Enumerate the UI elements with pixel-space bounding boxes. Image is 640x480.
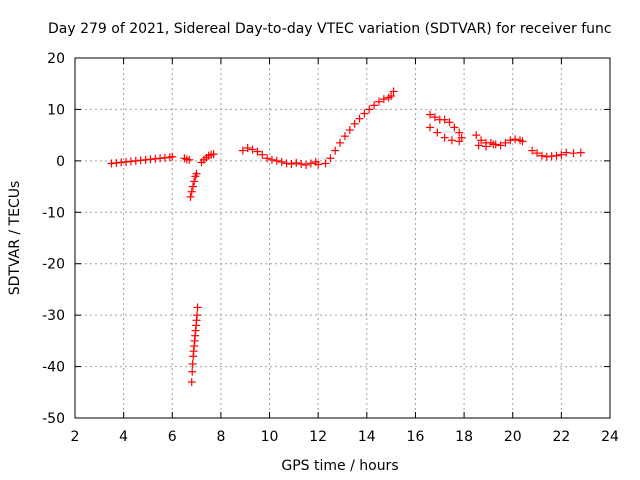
data-point: [307, 159, 315, 167]
data-point: [365, 105, 373, 113]
data-point: [187, 193, 195, 201]
data-point: [188, 188, 196, 196]
x-tick-label: 14: [358, 429, 376, 445]
data-point: [553, 152, 561, 160]
y-tick-label: -10: [42, 205, 65, 221]
plot-frame: [75, 58, 610, 418]
data-point: [370, 101, 378, 109]
data-point: [287, 160, 295, 168]
data-point: [441, 134, 449, 142]
data-point: [570, 149, 578, 157]
data-point: [360, 110, 368, 118]
x-tick-label: 6: [168, 429, 177, 445]
y-tick-label: -30: [42, 308, 65, 324]
data-point: [292, 159, 300, 167]
data-point: [336, 139, 344, 147]
data-point: [249, 146, 257, 154]
sdtvar-chart: Day 279 of 2021, Sidereal Day-to-day VTE…: [0, 0, 640, 480]
y-tick-label: 0: [56, 154, 65, 170]
chart-title: Day 279 of 2021, Sidereal Day-to-day VTE…: [48, 21, 612, 37]
data-point: [278, 158, 286, 166]
y-tick-label: -20: [42, 257, 65, 273]
data-point: [482, 142, 490, 150]
x-tick-label: 18: [455, 429, 473, 445]
y-tick-label: -40: [42, 360, 65, 376]
data-point: [562, 149, 570, 157]
x-tick-label: 20: [504, 429, 522, 445]
data-point: [557, 151, 565, 159]
y-tick-label: 10: [47, 102, 65, 118]
data-point: [448, 136, 456, 144]
x-tick-label: 12: [309, 429, 327, 445]
data-point: [326, 154, 334, 162]
x-tick-label: 10: [261, 429, 279, 445]
data-point: [273, 157, 281, 165]
data-point: [577, 149, 585, 157]
data-point: [194, 303, 202, 311]
data-point: [263, 154, 271, 162]
data-point: [321, 159, 329, 167]
data-point: [346, 126, 354, 134]
data-point: [450, 123, 458, 131]
data-point: [189, 183, 197, 191]
data-point: [188, 378, 196, 386]
x-axis-label: GPS time / hours: [281, 458, 398, 474]
data-point: [356, 115, 364, 123]
data-point: [472, 131, 480, 139]
y-tick-label: -50: [42, 411, 65, 427]
data-point: [268, 156, 276, 164]
data-point: [302, 161, 310, 169]
y-tick-label: 20: [47, 51, 65, 67]
data-point: [331, 147, 339, 155]
x-tick-label: 22: [552, 429, 570, 445]
data-point: [433, 129, 441, 137]
data-point: [426, 123, 434, 131]
data-point: [511, 135, 519, 143]
data-point: [351, 120, 359, 128]
data-point: [297, 160, 305, 168]
x-tick-label: 2: [71, 429, 80, 445]
data-point: [193, 311, 201, 319]
x-tick-label: 16: [407, 429, 425, 445]
x-tick-label: 8: [216, 429, 225, 445]
x-tick-label: 4: [119, 429, 128, 445]
data-point: [341, 132, 349, 140]
x-tick-label: 24: [601, 429, 619, 445]
grid: [75, 58, 610, 418]
data-points: [107, 87, 584, 386]
y-axis-label: SDTVAR / TECUs: [7, 181, 23, 296]
data-point: [190, 177, 198, 185]
data-point: [188, 368, 196, 376]
